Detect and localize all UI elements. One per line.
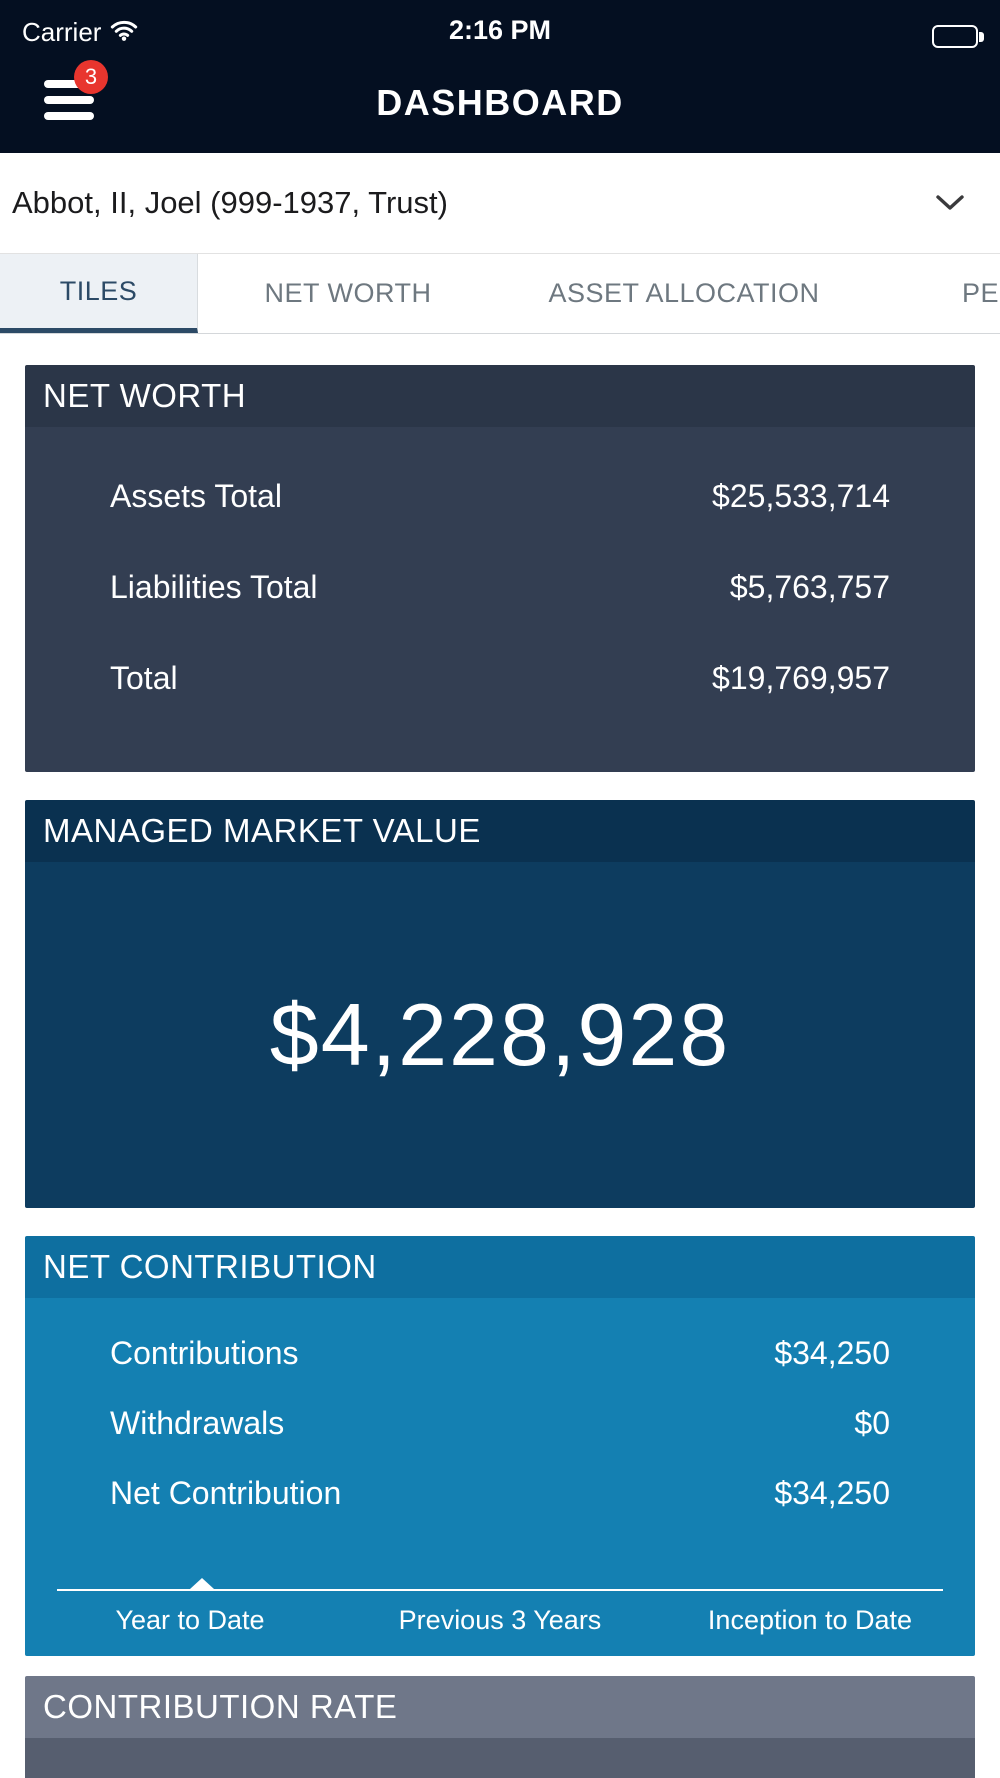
row-value: $5,763,757 [729, 568, 890, 605]
table-row: Withdrawals $0 [110, 1404, 890, 1442]
row-value: $19,769,957 [712, 659, 890, 696]
net-worth-card: NET WORTH Assets Total $25,533,714 Liabi… [25, 365, 975, 772]
tab-tiles[interactable]: TILES [0, 254, 198, 333]
row-label: Contributions [110, 1334, 299, 1371]
row-label: Liabilities Total [110, 568, 318, 605]
hamburger-icon [44, 80, 94, 88]
wifi-icon [110, 17, 138, 48]
row-label: Withdrawals [110, 1404, 285, 1441]
active-period-caret-icon [190, 1578, 214, 1589]
period-tabs: Year to Date Previous 3 Years Inception … [25, 1605, 975, 1636]
managed-market-value-body: $4,228,928 [25, 862, 975, 1208]
status-bar: Carrier 2:16 PM [0, 0, 1000, 52]
nav-bar: 3 DASHBOARD [0, 52, 1000, 153]
net-contribution-title: NET CONTRIBUTION [25, 1236, 975, 1298]
row-label: Net Contribution [110, 1474, 342, 1511]
period-year-to-date[interactable]: Year to Date [115, 1605, 265, 1635]
net-contribution-card: NET CONTRIBUTION Contributions $34,250 W… [25, 1236, 975, 1656]
table-row: Contributions $34,250 [110, 1334, 890, 1372]
tab-performance-clipped[interactable]: PE [962, 278, 1000, 308]
tab-bar: TILES NET WORTH ASSET ALLOCATION PE [0, 254, 1000, 334]
table-row: Total $19,769,957 [110, 659, 890, 697]
carrier-label: Carrier [22, 17, 102, 47]
contribution-rate-body [25, 1738, 975, 1778]
contribution-rate-card: CONTRIBUTION RATE [25, 1676, 975, 1778]
chevron-down-icon [934, 193, 966, 213]
tab-asset-allocation[interactable]: ASSET ALLOCATION [548, 278, 820, 308]
row-value: $34,250 [774, 1474, 890, 1511]
table-row: Net Contribution $34,250 [110, 1474, 890, 1512]
net-worth-card-body: Assets Total $25,533,714 Liabilities Tot… [25, 427, 975, 772]
top-bar: Carrier 2:16 PM [0, 0, 1000, 153]
status-left: Carrier [22, 17, 138, 48]
page-title: DASHBOARD [376, 81, 624, 123]
row-value: $0 [854, 1404, 890, 1441]
period-selector: Year to Date Previous 3 Years Inception … [25, 1578, 975, 1636]
managed-market-value-amount: $4,228,928 [269, 985, 731, 1084]
row-label: Assets Total [110, 477, 282, 514]
table-row: Liabilities Total $5,763,757 [110, 568, 890, 606]
menu-button[interactable]: 3 [44, 60, 108, 122]
notification-badge: 3 [74, 60, 108, 94]
period-inception-to-date[interactable]: Inception to Date [707, 1605, 913, 1635]
row-value: $34,250 [774, 1334, 890, 1371]
managed-market-value-card: MANAGED MARKET VALUE $4,228,928 [25, 800, 975, 1208]
net-worth-card-title: NET WORTH [25, 365, 975, 427]
net-contribution-body: Contributions $34,250 Withdrawals $0 Net… [25, 1298, 975, 1656]
table-row: Assets Total $25,533,714 [110, 477, 890, 515]
row-value: $25,533,714 [712, 477, 890, 514]
tab-net-worth[interactable]: NET WORTH [264, 278, 432, 308]
account-selector[interactable]: Abbot, II, Joel (999-1937, Trust) [0, 153, 1000, 254]
row-label: Total [110, 659, 178, 696]
managed-market-value-title: MANAGED MARKET VALUE [25, 800, 975, 862]
period-divider [57, 1578, 943, 1591]
clock: 2:16 PM [448, 15, 552, 45]
status-right [932, 25, 984, 48]
contribution-rate-title: CONTRIBUTION RATE [25, 1676, 975, 1738]
account-name: Abbot, II, Joel (999-1937, Trust) [12, 185, 448, 220]
battery-icon [932, 25, 984, 48]
period-previous-3-years[interactable]: Previous 3 Years [398, 1605, 602, 1635]
